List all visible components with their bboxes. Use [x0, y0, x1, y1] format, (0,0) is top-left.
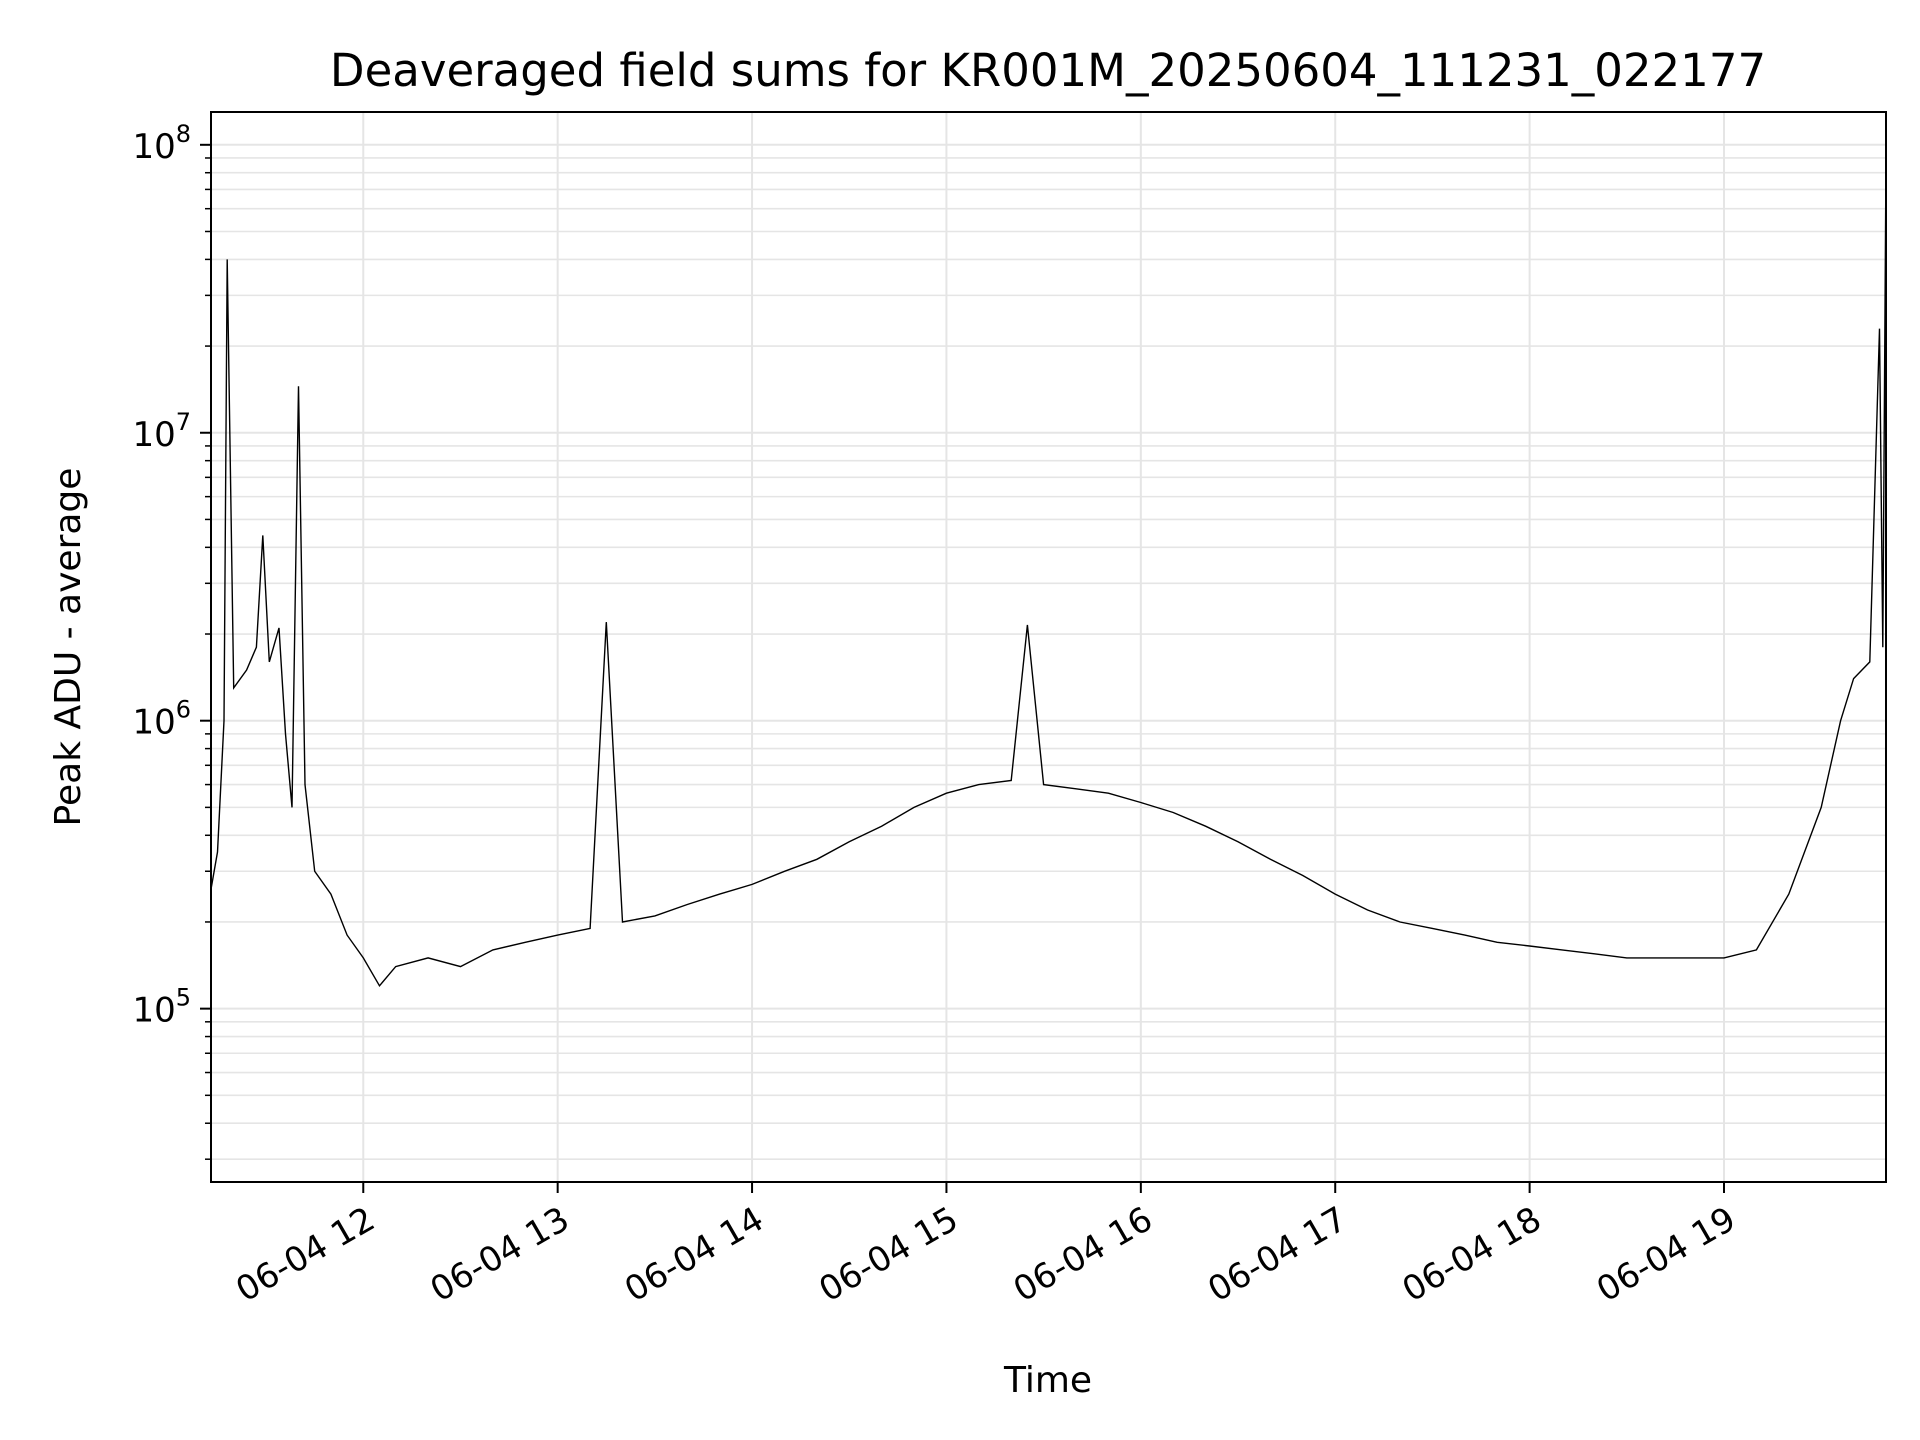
- series-layer: [210, 157, 1887, 988]
- y-tick-label-base: 10: [132, 415, 175, 455]
- y-tick-label-exponent: 5: [176, 984, 191, 1012]
- y-tick-label-exponent: 6: [176, 696, 191, 724]
- y-tick-label-base: 10: [132, 127, 175, 167]
- y-tick-label-base: 10: [132, 703, 175, 743]
- y-tick-label-base: 10: [132, 991, 175, 1031]
- y-tick-label: 106: [132, 696, 191, 743]
- y-tick-label: 107: [132, 408, 191, 455]
- grid: [211, 112, 1886, 1182]
- y-tick-label: 108: [132, 120, 191, 167]
- chart-title: Deaveraged field sums for KR001M_2025060…: [330, 44, 1766, 97]
- y-tick-label-exponent: 8: [176, 120, 191, 148]
- y-tick-label: 105: [132, 984, 191, 1031]
- x-axis-label: Time: [1003, 1360, 1092, 1401]
- plot-frame: [210, 111, 1887, 1183]
- y-tick-label-exponent: 7: [176, 408, 191, 436]
- series-line: [210, 157, 1887, 988]
- y-axis-label: Peak ADU - average: [48, 468, 89, 827]
